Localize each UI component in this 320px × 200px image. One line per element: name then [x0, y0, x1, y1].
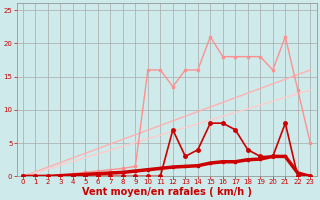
X-axis label: Vent moyen/en rafales ( km/h ): Vent moyen/en rafales ( km/h ) — [82, 187, 252, 197]
